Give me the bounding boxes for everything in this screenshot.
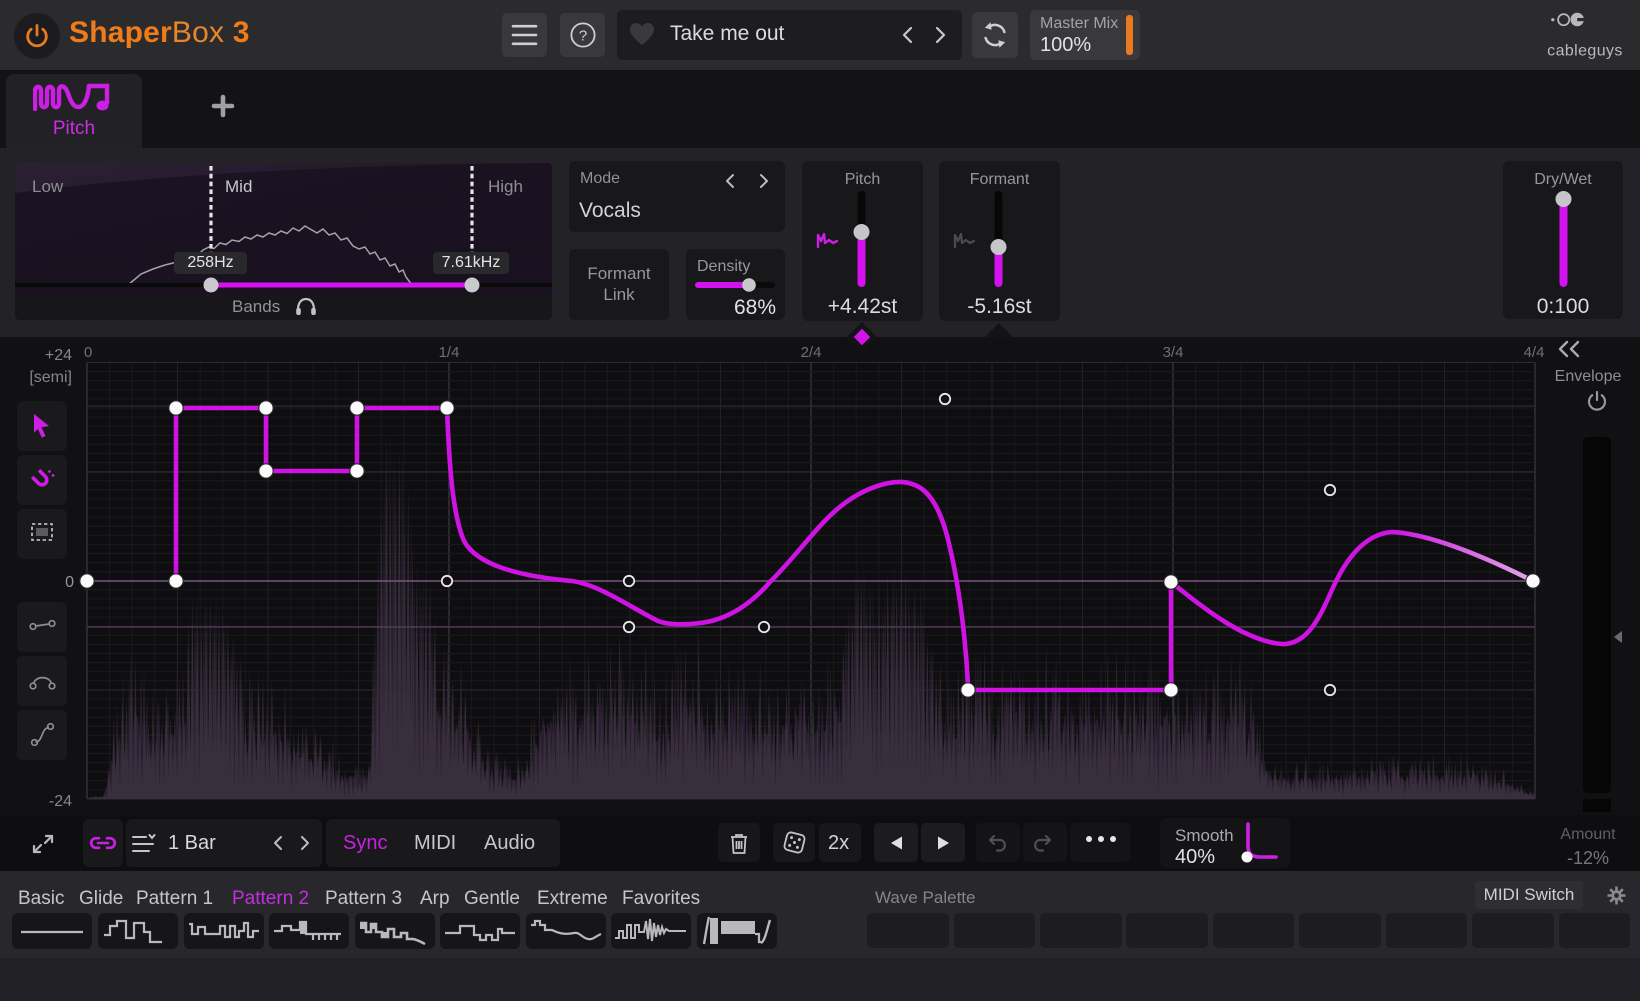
svg-text:4/4: 4/4 — [1524, 344, 1545, 361]
svg-text:-24: -24 — [49, 793, 72, 810]
svg-text:1/4: 1/4 — [439, 344, 460, 361]
svg-text:[semi]: [semi] — [29, 369, 72, 386]
svg-text:0: 0 — [84, 344, 92, 361]
svg-text:2/4: 2/4 — [801, 344, 822, 361]
svg-text:3/4: 3/4 — [1163, 344, 1184, 361]
svg-text:cableguys: cableguys — [1547, 43, 1623, 60]
svg-text:0: 0 — [65, 574, 74, 591]
svg-text:+24: +24 — [45, 347, 72, 364]
svg-text:?: ? — [579, 28, 587, 45]
